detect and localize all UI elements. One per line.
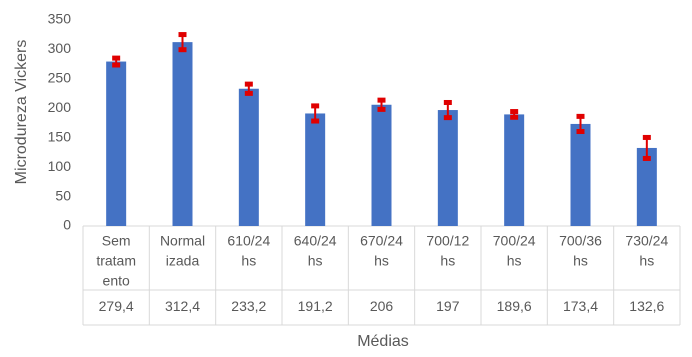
x-axis-label: Médias	[357, 333, 409, 350]
x-tick-label: 640/24	[294, 233, 337, 249]
table-value: 197	[436, 298, 460, 314]
bar	[371, 104, 392, 226]
x-tick-label: hs	[639, 253, 654, 269]
y-tick-label: 50	[55, 187, 71, 203]
bar	[437, 110, 458, 226]
bar	[305, 113, 326, 226]
table-value: 191,2	[298, 298, 333, 314]
error-bar	[510, 109, 519, 120]
error-bar	[377, 97, 386, 112]
y-tick-label: 300	[48, 40, 72, 56]
x-tick-label: 700/12	[426, 233, 469, 249]
x-tick-label: ento	[103, 273, 130, 289]
bar	[570, 123, 591, 226]
error-bar	[576, 113, 585, 135]
bar	[504, 114, 525, 226]
y-tick-label: 350	[48, 11, 72, 27]
table-value: 173,4	[563, 298, 598, 314]
x-tick-label: 670/24	[360, 233, 403, 249]
bar	[106, 61, 127, 226]
y-tick-label: 100	[48, 158, 72, 174]
table-value: 189,6	[497, 298, 532, 314]
x-tick-label: izada	[166, 253, 200, 269]
table-value: 312,4	[165, 298, 200, 314]
x-tick-label: 730/24	[625, 233, 668, 249]
x-tick-label: 610/24	[227, 233, 270, 249]
bar	[238, 88, 259, 226]
x-tick-label: Sem	[102, 233, 131, 249]
table-value: 233,2	[231, 298, 266, 314]
x-tick-label: 700/24	[493, 233, 536, 249]
error-bar	[311, 103, 320, 124]
x-tick-label: hs	[440, 253, 455, 269]
y-axis-label: Microdureza Vickers	[13, 40, 30, 185]
x-tick-label: hs	[308, 253, 323, 269]
y-tick-label: 200	[48, 99, 72, 115]
x-tick-label: 700/36	[559, 233, 602, 249]
error-bar	[178, 32, 187, 53]
y-tick-label: 0	[63, 217, 71, 233]
x-tick-label: hs	[374, 253, 389, 269]
table-value: 206	[370, 298, 394, 314]
error-bar	[112, 55, 121, 68]
table-value: 279,4	[99, 298, 134, 314]
bar	[636, 147, 657, 226]
error-bar	[244, 81, 253, 96]
x-tick-label: hs	[573, 253, 588, 269]
x-tick-label: Normal	[160, 233, 205, 249]
y-tick-label: 250	[48, 70, 72, 86]
x-tick-label: hs	[507, 253, 522, 269]
y-tick-label: 150	[48, 128, 72, 144]
table-value: 132,6	[629, 298, 664, 314]
x-tick-label: hs	[241, 253, 256, 269]
error-bar	[443, 99, 452, 121]
bar	[172, 42, 193, 227]
error-bar	[642, 134, 651, 161]
x-tick-label: tratam	[96, 253, 136, 269]
